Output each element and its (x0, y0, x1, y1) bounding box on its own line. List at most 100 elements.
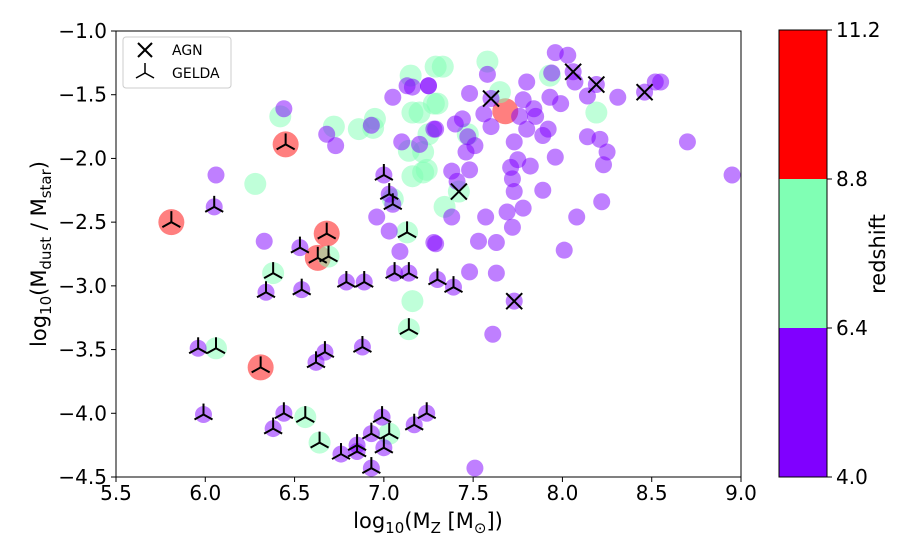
data-point (518, 73, 536, 91)
gelda-tri-marker (194, 403, 213, 421)
gelda-tri-marker (315, 341, 335, 358)
data-point (521, 157, 539, 175)
axis-label-part: log (27, 315, 51, 347)
gelda-tri-stroke (361, 467, 372, 474)
data-point (723, 166, 741, 184)
axis-label-part: star (37, 168, 55, 198)
gelda-tri-stroke (197, 347, 208, 355)
legend: AGN GELDA (122, 36, 232, 89)
agn-x-marker (482, 89, 500, 108)
colorbar-segment (779, 328, 827, 477)
gelda-tri-stroke (170, 221, 181, 229)
gelda-tri-stroke (453, 286, 463, 294)
y-tick-label: −3.5 (58, 338, 107, 362)
data-point (466, 459, 484, 477)
gelda-tri-stroke (372, 416, 383, 423)
data-point (327, 137, 345, 155)
agn-x-stroke (635, 83, 654, 101)
gelda-tri-stroke (260, 366, 271, 374)
agn-legend-x-icon (137, 42, 153, 58)
y-tick-label: −2.5 (58, 210, 107, 234)
x-tick-label: 8.5 (636, 481, 668, 505)
gelda-tri-stroke (328, 255, 338, 263)
gelda-tri-stroke (194, 413, 204, 421)
colorbar-segment (779, 179, 827, 328)
agn-x-stroke (587, 75, 606, 94)
data-point (411, 135, 429, 153)
gelda-tri-marker (372, 406, 392, 423)
gelda-tri-stroke (383, 446, 394, 454)
axis-label-part: ]) (486, 509, 502, 533)
gelda-tri-stroke (345, 281, 356, 288)
gelda-tri-stroke (290, 246, 301, 254)
gelda-tri-stroke (292, 288, 303, 296)
data-point (431, 55, 454, 78)
plot-frame (115, 30, 742, 478)
gelda-tri-stroke (356, 450, 367, 458)
x-tick-label: 7.5 (457, 481, 489, 505)
y-tick-label: −4.0 (58, 401, 107, 425)
gelda-tri-stroke (361, 432, 372, 440)
gelda-tri-stroke (324, 351, 335, 358)
agn-x-stroke (564, 63, 582, 81)
data-point (514, 199, 532, 217)
gelda-tri-stroke (436, 278, 447, 286)
gelda-tri-marker (374, 436, 394, 454)
data-point (505, 183, 523, 201)
gelda-tri-stroke (256, 291, 267, 299)
colorbar-frame (778, 29, 828, 478)
data-point (652, 73, 670, 91)
gelda-tri-stroke (336, 281, 347, 288)
gelda-tri-stroke (340, 453, 351, 460)
gelda-tri-stroke (444, 286, 454, 294)
gelda-tri-stroke (406, 231, 417, 239)
data-point (552, 95, 570, 113)
data-point (318, 125, 336, 143)
gelda-tri-stroke (299, 246, 310, 254)
gelda-tri-marker (308, 246, 328, 264)
gelda-tri-stroke (206, 347, 217, 355)
gelda-tri-marker (290, 236, 310, 254)
gelda-tri-marker (399, 262, 419, 279)
gelda-tri-stroke (352, 346, 363, 353)
colorbar-tick-label: 11.2 (836, 18, 881, 42)
gelda-tri-stroke (354, 281, 365, 288)
data-point (461, 263, 479, 281)
gelda-tri-stroke (285, 143, 296, 151)
axis-label-part: ⊙ (474, 519, 487, 537)
data-point (443, 208, 461, 226)
data-point (555, 241, 573, 259)
gelda-tri-stroke (370, 467, 381, 474)
gelda-tri-stroke (388, 432, 399, 440)
y-tick-label: −3.0 (58, 274, 107, 298)
gelda-tri-stroke (397, 231, 408, 239)
y-tick-label: −1.5 (58, 83, 107, 107)
gelda-tri-stroke (272, 272, 283, 279)
data-point (403, 78, 421, 96)
gelda-tri-stroke (272, 427, 283, 435)
gelda-tri-stroke (404, 423, 415, 431)
agn-x-stroke (505, 292, 523, 310)
data-point (559, 46, 577, 64)
data-point (420, 77, 437, 95)
gelda-tri-stroke (295, 416, 306, 423)
gelda-tri-marker (397, 221, 417, 239)
axis-label-part: ) (27, 161, 51, 169)
gelda-tri-stroke (379, 432, 390, 440)
gelda-tri-stroke (215, 347, 226, 355)
gelda-tri-marker (263, 417, 283, 435)
gelda-tri-stroke (374, 446, 385, 454)
gelda-tri-stroke (274, 412, 285, 420)
gelda-tri-stroke (315, 361, 326, 369)
gelda-tri-marker (306, 351, 326, 369)
data-point (578, 87, 596, 105)
gelda-tri-stroke (251, 366, 262, 374)
gelda-tri-stroke (263, 427, 274, 435)
data-point (457, 143, 475, 161)
data-point (255, 232, 273, 250)
data-point (362, 116, 380, 134)
gelda-tri-stroke (383, 174, 394, 181)
data-point (470, 232, 487, 250)
agn-x-marker (505, 292, 523, 310)
gelda-tri-marker (204, 195, 224, 213)
